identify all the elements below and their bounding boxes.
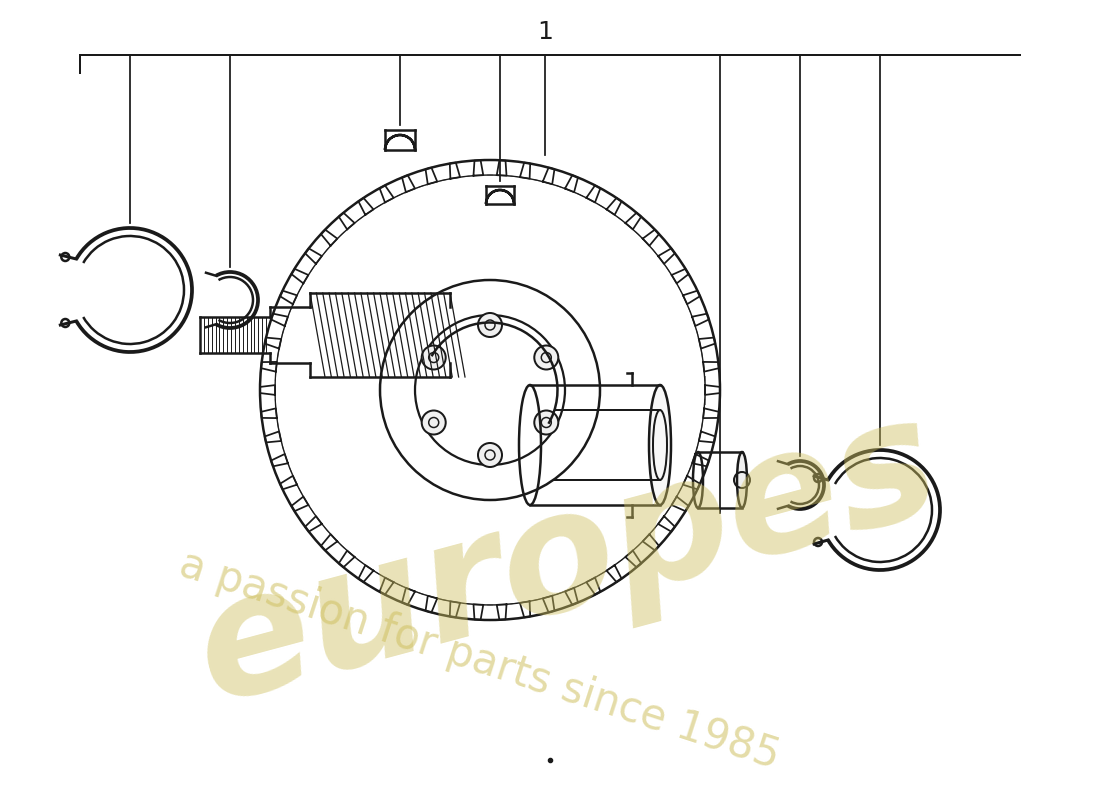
Text: a passion for parts since 1985: a passion for parts since 1985 bbox=[175, 543, 785, 777]
Wedge shape bbox=[385, 135, 415, 150]
Ellipse shape bbox=[649, 385, 671, 505]
Circle shape bbox=[421, 410, 446, 434]
Circle shape bbox=[478, 313, 502, 337]
Circle shape bbox=[535, 346, 559, 370]
Ellipse shape bbox=[737, 452, 747, 508]
Circle shape bbox=[478, 443, 502, 467]
Circle shape bbox=[535, 410, 559, 434]
Text: europes: europes bbox=[180, 383, 956, 737]
Wedge shape bbox=[486, 190, 514, 204]
Circle shape bbox=[421, 346, 446, 370]
Text: 1: 1 bbox=[537, 20, 553, 44]
